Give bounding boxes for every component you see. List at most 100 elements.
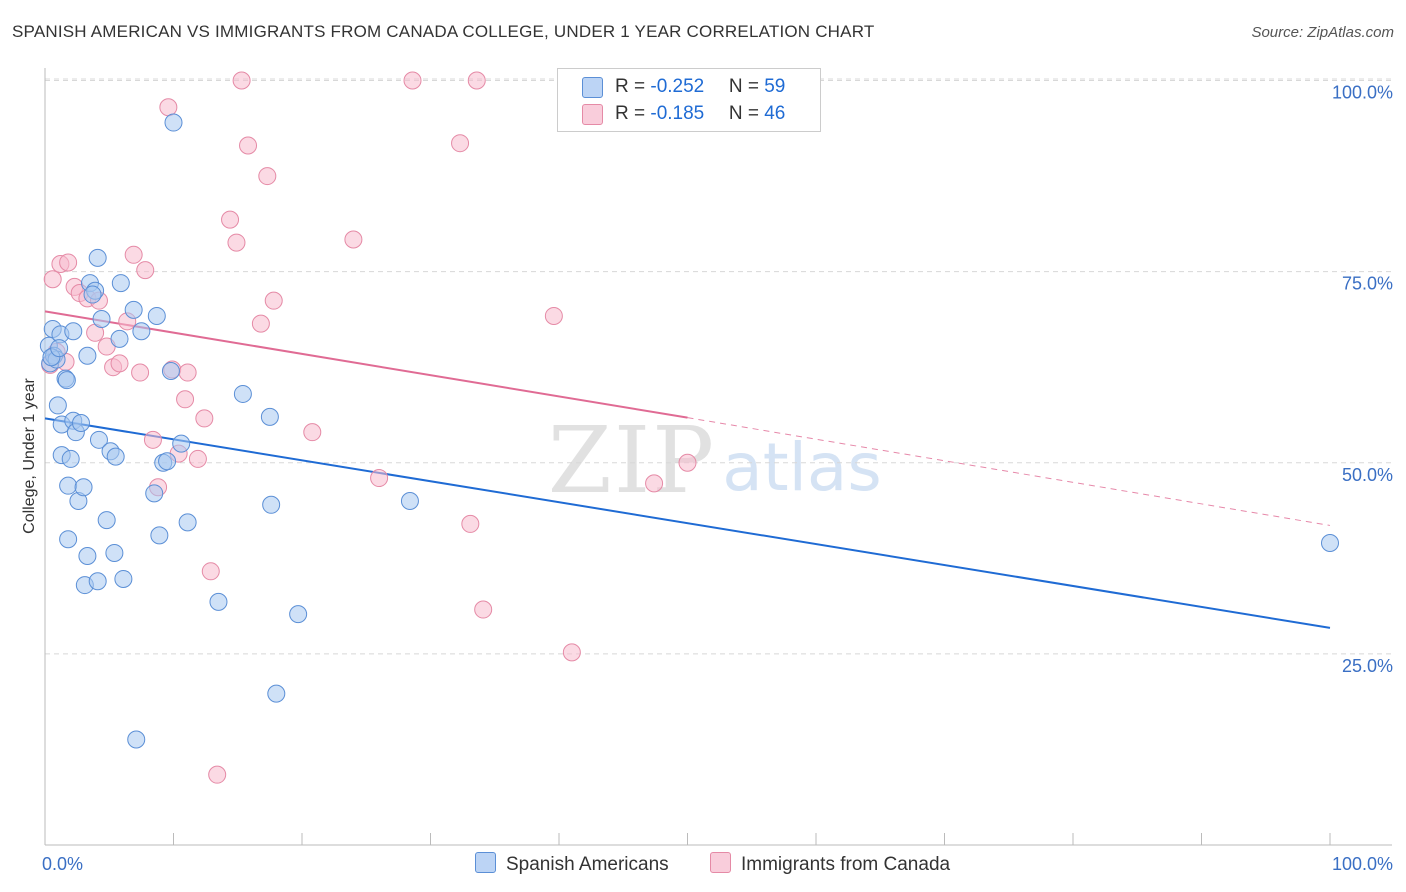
n-label: N = [728, 103, 765, 124]
trend-line-extension-immigrants-from-canada [687, 417, 1331, 526]
point-immigrants-from-canada [239, 136, 258, 155]
point-spanish-americans [78, 547, 97, 566]
point-spanish-americans [172, 434, 191, 453]
point-immigrants-from-canada [178, 363, 197, 382]
point-immigrants-from-canada [124, 245, 143, 264]
point-immigrants-from-canada [544, 306, 563, 325]
y-tick-label: 75.0% [1342, 274, 1393, 294]
point-spanish-americans [132, 322, 151, 341]
point-spanish-americans [48, 396, 67, 415]
point-immigrants-from-canada [201, 562, 220, 581]
trend-line-spanish-americans [44, 417, 1331, 629]
point-immigrants-from-canada [258, 167, 277, 186]
point-immigrants-from-canada [221, 210, 240, 229]
point-spanish-americans [83, 285, 102, 304]
series-legend-immigrants-from-canada: Immigrants from Canada [710, 852, 950, 876]
point-spanish-americans [147, 306, 166, 325]
point-spanish-americans [158, 452, 177, 471]
point-immigrants-from-canada [131, 363, 150, 382]
point-immigrants-from-canada [143, 430, 162, 449]
point-spanish-americans [164, 113, 183, 132]
point-spanish-americans [262, 495, 281, 514]
source-label: Source: ZipAtlas.com [1251, 24, 1394, 41]
point-immigrants-from-canada [344, 230, 363, 249]
point-spanish-americans [124, 300, 143, 319]
point-immigrants-from-canada [188, 449, 207, 468]
point-immigrants-from-canada [251, 314, 270, 333]
n-label: N = [728, 76, 765, 97]
point-spanish-americans [71, 413, 90, 432]
point-spanish-americans [127, 730, 146, 749]
point-immigrants-from-canada [467, 71, 486, 90]
point-spanish-americans [1321, 534, 1339, 553]
y-tick-label: 50.0% [1342, 465, 1393, 485]
x-tick-label: 0.0% [42, 854, 83, 874]
point-spanish-americans [78, 346, 97, 365]
point-spanish-americans [50, 339, 69, 358]
point-spanish-americans [267, 684, 286, 703]
r-label: R = [615, 76, 651, 97]
point-immigrants-from-canada [403, 71, 422, 90]
point-spanish-americans [260, 407, 279, 426]
watermark-atlas: atlas [722, 429, 882, 506]
r-value: -0.185 [650, 103, 705, 124]
point-spanish-americans [59, 530, 78, 549]
point-immigrants-from-canada [562, 643, 581, 662]
point-spanish-americans [161, 362, 180, 381]
point-spanish-americans [178, 513, 197, 532]
point-spanish-americans [88, 248, 107, 267]
point-immigrants-from-canada [59, 253, 78, 272]
point-spanish-americans [110, 329, 129, 348]
point-immigrants-from-canada [159, 98, 178, 117]
r-value: -0.252 [650, 76, 705, 97]
chart-title: SPANISH AMERICAN VS IMMIGRANTS FROM CANA… [12, 22, 875, 41]
pink-swatch [710, 852, 731, 873]
y-tick-label: 25.0% [1342, 656, 1393, 676]
point-spanish-americans [209, 592, 228, 611]
point-immigrants-from-canada [176, 390, 195, 409]
point-spanish-americans [233, 384, 252, 403]
series-legend-spanish-americans: Spanish Americans [475, 852, 669, 876]
point-spanish-americans [61, 449, 80, 468]
point-spanish-americans [89, 430, 108, 449]
trend-line-immigrants-from-canada [44, 310, 688, 419]
point-immigrants-from-canada [451, 134, 470, 153]
point-spanish-americans [289, 605, 308, 624]
point-immigrants-from-canada [474, 600, 493, 619]
point-spanish-americans [57, 371, 76, 390]
blue-swatch [475, 852, 496, 873]
watermark: ZIP atlas [548, 407, 882, 514]
point-immigrants-from-canada [264, 291, 283, 310]
point-spanish-americans [145, 484, 164, 503]
point-immigrants-from-canada [43, 270, 62, 289]
point-spanish-americans [74, 478, 93, 497]
point-immigrants-from-canada [678, 453, 697, 472]
point-spanish-americans [400, 491, 419, 510]
x-tick-label: 100.0% [1332, 854, 1393, 874]
n-value: 59 [764, 76, 786, 97]
point-spanish-americans [88, 572, 107, 591]
point-immigrants-from-canada [110, 354, 129, 373]
point-immigrants-from-canada [195, 409, 214, 428]
point-spanish-americans [114, 569, 133, 588]
point-spanish-americans [59, 476, 78, 495]
point-immigrants-from-canada [370, 469, 389, 488]
point-spanish-americans [64, 322, 83, 341]
blue-swatch [582, 77, 603, 98]
y-tick-label: 100.0% [1332, 83, 1393, 103]
n-value: 46 [764, 103, 786, 124]
point-spanish-americans [111, 274, 130, 293]
point-spanish-americans [105, 543, 124, 562]
point-immigrants-from-canada [227, 233, 246, 252]
point-immigrants-from-canada [461, 514, 480, 533]
point-spanish-americans [92, 310, 111, 329]
r-label: R = [615, 103, 651, 124]
pink-swatch [582, 104, 603, 125]
point-immigrants-from-canada [303, 423, 322, 442]
point-immigrants-from-canada [136, 261, 155, 280]
point-spanish-americans [106, 447, 125, 466]
series-legend-label: Immigrants from Canada [741, 854, 951, 875]
point-spanish-americans [97, 511, 116, 530]
series-legend-label: Spanish Americans [506, 854, 669, 875]
